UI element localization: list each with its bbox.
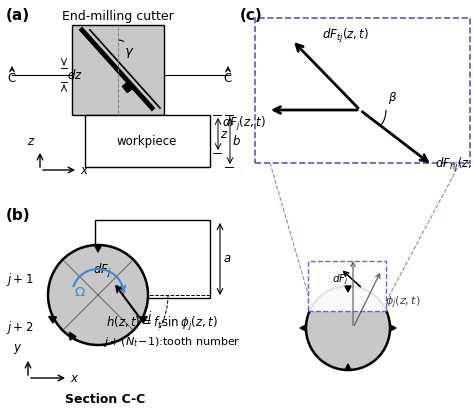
- Text: $z$: $z$: [220, 128, 228, 140]
- Text: $j+2$: $j+2$: [6, 318, 33, 335]
- Text: $dF_{tj}(z,t)$: $dF_{tj}(z,t)$: [322, 27, 369, 45]
- Text: $j$: $j$: [146, 309, 153, 325]
- Text: C: C: [224, 72, 232, 85]
- Text: $j+(N_t\!-\!1)$:tooth number: $j+(N_t\!-\!1)$:tooth number: [103, 335, 241, 349]
- Text: (a): (a): [6, 8, 30, 23]
- Text: $dz$: $dz$: [67, 68, 83, 82]
- Polygon shape: [94, 245, 101, 252]
- Text: $x$: $x$: [70, 373, 79, 385]
- Polygon shape: [390, 325, 396, 331]
- Polygon shape: [345, 364, 351, 370]
- Text: $dF_{nj}(z,t)$: $dF_{nj}(z,t)$: [435, 156, 474, 174]
- Text: (b): (b): [6, 208, 31, 223]
- Text: (c): (c): [240, 8, 263, 23]
- Circle shape: [48, 245, 148, 345]
- Text: $z$: $z$: [27, 135, 35, 148]
- Circle shape: [306, 286, 390, 370]
- Text: $dF_j$: $dF_j$: [93, 262, 111, 280]
- Bar: [85, 115, 210, 167]
- Text: Section C-C: Section C-C: [65, 393, 145, 406]
- Bar: [72, 25, 164, 115]
- Polygon shape: [139, 316, 147, 323]
- Polygon shape: [49, 316, 56, 323]
- Text: $\gamma$: $\gamma$: [124, 46, 135, 60]
- Text: $\Omega$: $\Omega$: [74, 285, 86, 299]
- Text: $a$: $a$: [223, 252, 231, 266]
- Text: $dF_j(z,t)$: $dF_j(z,t)$: [222, 115, 266, 133]
- Text: $h(z,t) = f_t\sin\phi_j(z,t)$: $h(z,t) = f_t\sin\phi_j(z,t)$: [106, 315, 218, 333]
- Bar: [255, 18, 470, 163]
- Polygon shape: [300, 325, 306, 331]
- Text: $b$: $b$: [232, 134, 241, 148]
- Text: $\beta$: $\beta$: [388, 90, 397, 106]
- Polygon shape: [122, 81, 134, 93]
- Polygon shape: [345, 286, 351, 292]
- Text: $\phi_j(z,t)$: $\phi_j(z,t)$: [385, 295, 420, 311]
- Text: $x$: $x$: [80, 164, 90, 178]
- Text: C: C: [8, 72, 16, 85]
- Bar: [308, 261, 386, 311]
- Bar: [95, 220, 210, 298]
- Polygon shape: [70, 332, 76, 340]
- Text: $j+1$: $j+1$: [6, 271, 33, 289]
- Text: End-milling cutter: End-milling cutter: [62, 10, 174, 23]
- Text: workpiece: workpiece: [117, 135, 177, 147]
- Text: $dF_j$: $dF_j$: [332, 273, 348, 287]
- Text: $y$: $y$: [13, 342, 22, 356]
